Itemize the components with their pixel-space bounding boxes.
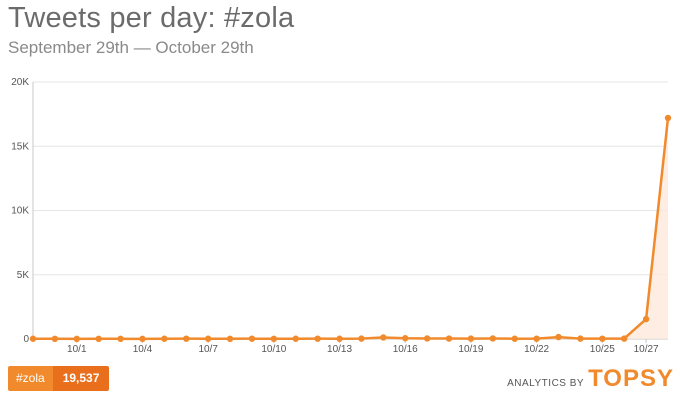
data-point xyxy=(248,335,256,342)
data-point xyxy=(423,335,431,342)
x-tick-label: 10/4 xyxy=(133,344,153,355)
data-point xyxy=(117,335,124,343)
chart-title: Tweets per day: #zola xyxy=(8,2,295,34)
data-point xyxy=(533,335,540,342)
x-tick-label: 10/1 xyxy=(67,344,87,355)
branding-prefix: ANALYTICS BY xyxy=(507,378,585,389)
data-point xyxy=(642,315,650,323)
data-point xyxy=(73,335,80,343)
data-point xyxy=(204,335,212,342)
x-tick-label: 10/13 xyxy=(327,344,352,355)
data-point xyxy=(95,335,102,343)
data-point xyxy=(358,335,365,342)
chart-subtitle: September 29th — October 29th xyxy=(8,38,254,57)
y-tick-label: 15K xyxy=(11,141,29,152)
series-legend[interactable]: #zola 19,537 xyxy=(8,366,110,391)
x-tick-label: 10/16 xyxy=(393,344,418,355)
data-point xyxy=(183,335,190,342)
data-point xyxy=(577,335,584,342)
data-point xyxy=(489,335,497,342)
data-point xyxy=(511,335,518,342)
data-point xyxy=(161,335,168,342)
data-point xyxy=(270,335,278,343)
y-tick-label: 5K xyxy=(17,270,30,281)
data-point xyxy=(292,335,299,342)
data-point xyxy=(402,335,409,342)
x-tick-label: 10/27 xyxy=(634,344,659,355)
data-point xyxy=(445,335,453,342)
y-tick-label: 10K xyxy=(11,206,29,217)
data-point xyxy=(29,335,37,342)
data-point xyxy=(51,335,59,343)
x-tick-label: 10/7 xyxy=(198,344,218,355)
data-point xyxy=(380,334,387,341)
y-tick-label: 0 xyxy=(23,334,29,345)
series-area xyxy=(33,117,668,339)
legend-series-name: #zola xyxy=(8,366,53,391)
legend-total-count: 19,537 xyxy=(52,366,110,391)
data-point xyxy=(314,335,321,342)
topsy-logo: TOPSY xyxy=(588,365,674,392)
data-point xyxy=(467,335,475,342)
data-point xyxy=(336,335,343,342)
data-point xyxy=(664,114,672,122)
data-point xyxy=(599,335,606,342)
data-point xyxy=(139,335,146,343)
x-tick-label: 10/25 xyxy=(590,344,615,355)
series-line xyxy=(32,117,670,341)
data-point xyxy=(226,335,234,343)
data-point xyxy=(555,333,562,341)
line-chart: 0 5K 10K 15K 20K 10/1 10/4 10/7 10/10 10/13 10/16 1… xyxy=(11,77,672,355)
x-tick-label: 10/19 xyxy=(458,344,483,355)
x-tick-label: 10/10 xyxy=(261,344,286,355)
y-tick-label: 20K xyxy=(11,77,29,88)
analytics-branding: ANALYTICS BY TOPSY xyxy=(507,365,674,393)
data-point xyxy=(621,335,628,342)
x-tick-label: 10/22 xyxy=(524,344,549,355)
